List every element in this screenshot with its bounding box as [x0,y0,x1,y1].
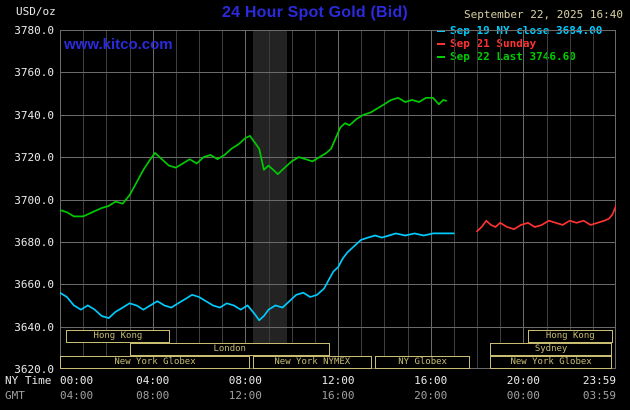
series-line-sep22 [60,96,448,218]
x-tick-label-gmt: 03:59 [582,389,616,402]
session-box-hong-kong: Hong Kong [528,330,613,343]
y-tick-label: 3620.0 [14,363,54,376]
session-box-new-york-nymex: New York NYMEX [253,356,372,369]
legend-item: Sep 21 Sunday [437,37,602,50]
x-tick-label-ny: 04:00 [136,374,170,387]
x-tick-label-gmt: 08:00 [136,389,170,402]
price-lines [60,96,616,322]
y-tick-label: 3740.0 [14,108,54,122]
page-title: 24 Hour Spot Gold (Bid) [222,4,408,21]
session-box-sydney: Sydney [489,343,613,356]
x-tick-label-ny: 12:00 [321,374,355,387]
legend-label: Sep 22 Last 3746.60 [450,50,576,63]
gmt-axis-label: GMT [5,389,25,402]
session-box-new-york-globex: New York Globex [489,356,613,369]
y-tick-label: 3720.0 [14,151,54,165]
y-tick-label: 3680.0 [14,235,54,249]
h-gridline [60,72,616,74]
x-tick-label-gmt: 20:00 [414,389,448,402]
y-tick-label: 3640.0 [14,320,54,334]
session-box-new-york-globex: New York Globex [60,356,250,369]
series-line-sep19 [60,232,455,322]
h-gridline [60,157,616,159]
h-gridline [60,199,616,201]
h-gridline [60,241,616,243]
session-box-ny-globex: NY Globex [375,356,471,369]
legend-dash-icon [437,55,445,58]
h-gridline [60,114,616,116]
plot-area: Hong Kong Hong Kong London Sydney New York G… [60,30,616,369]
x-tick-label-ny: 16:00 [414,374,448,387]
x-tick-label-ny: 23:59 [582,374,616,387]
x-tick-label-ny: 08:00 [228,374,262,387]
gridlines [60,30,616,369]
x-tick-label-ny: 20:00 [506,374,540,387]
series-line-sep21 [476,205,616,233]
y-tick-label: 3660.0 [14,278,54,292]
x-tick-label-gmt: 16:00 [321,389,355,402]
legend-dash-icon [437,42,445,45]
x-tick-label-gmt: 04:00 [60,389,94,402]
y-tick-label: 3780.0 [14,24,54,37]
x-axis-ny-row: NY Time 00:00 04:00 08:00 12:00 16:00 20:00 23… [0,374,630,387]
ny-time-axis-label: NY Time [5,374,52,387]
x-tick-label-gmt: 12:00 [228,389,262,402]
y-axis-unit-label: USD/oz [16,5,56,18]
y-tick-label: 3700.0 [14,193,54,207]
h-gridline [60,284,616,286]
session-box-london: London [129,343,330,356]
chart-datetime: September 22, 2025 16:40 [464,8,623,21]
session-box-hong-kong: Hong Kong [65,330,171,343]
x-axis-gmt-row: GMT 04:00 08:00 12:00 16:00 20:00 00:00 03:59 [0,389,630,402]
h-gridline [60,30,616,31]
market-session-boxes: Hong Kong Hong Kong London Sydney New York G… [60,30,616,369]
h-gridline [60,326,616,328]
kitco-watermark-link[interactable]: www.kitco.com [64,36,173,53]
x-tick-label-gmt: 00:00 [506,389,540,402]
y-tick-label: 3760.0 [14,66,54,80]
legend-item: Sep 22 Last 3746.60 [437,50,602,63]
x-tick-label-ny: 00:00 [60,374,94,387]
legend-label: Sep 21 Sunday [450,37,537,50]
